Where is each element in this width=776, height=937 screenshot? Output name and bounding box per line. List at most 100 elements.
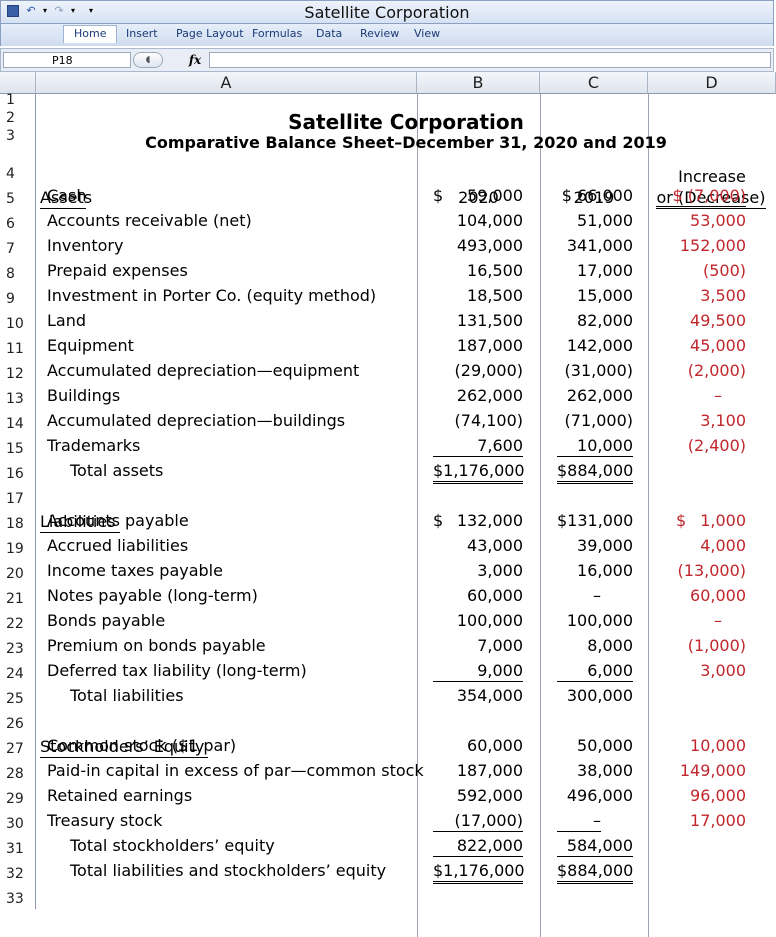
row-label: Land [47,311,87,330]
value-change: 53,000 [690,211,746,230]
value-2019: (71,000) [564,411,633,430]
row-label: Deferred tax liability (long-term) [47,661,307,680]
value-2019: 10,000 [557,436,633,457]
row-number: 30 [6,816,24,832]
row-label: Accounts payable [47,511,189,530]
row-header[interactable]: 30 [0,809,36,834]
row-number: 7 [6,241,15,257]
window-title: Satellite Corporation [304,3,470,22]
row-header[interactable]: 29 [0,784,36,809]
tab-review[interactable]: Review [360,27,400,40]
row-header[interactable]: 1 [0,92,36,110]
row-header[interactable]: 32 [0,859,36,884]
value-2019: 16,000 [577,561,633,580]
value-2020: 43,000 [467,536,523,555]
value-2020: 131,500 [456,311,523,330]
row-header[interactable]: 12 [0,359,36,384]
row-header[interactable]: 25 [0,684,36,709]
formula-input[interactable] [209,52,771,68]
row-header[interactable]: 22 [0,609,36,634]
customize-toolbar-icon[interactable]: ▾ [88,6,93,15]
insert-function-icon[interactable]: fx [188,53,202,67]
row-number: 21 [6,591,24,607]
value-2019: 142,000 [566,336,633,355]
liabilities-header: Liabilities [40,512,120,533]
row-header[interactable]: 26 [0,709,36,734]
row-header[interactable]: 11 [0,334,36,359]
row-number: 2 [6,110,15,126]
column-header-b[interactable]: B [417,72,540,94]
row-label: Bonds payable [47,611,166,630]
row-number: 18 [6,516,24,532]
row-header[interactable]: 7 [0,234,36,259]
value-2020: $1,176,000 [433,861,525,884]
row-label: Notes payable (long-term) [47,586,258,605]
value-change: 3,100 [700,411,746,430]
value-2019: (31,000) [564,361,633,380]
row-label: Cash [47,186,87,205]
tab-view[interactable]: View [414,27,441,40]
tab-insert[interactable]: Insert [126,27,158,40]
row-label: Accumulated depreciation—equipment [47,361,360,380]
row-header[interactable]: 2 [0,110,36,128]
value-change: 149,000 [679,761,746,780]
row-header[interactable]: 21 [0,584,36,609]
row-header[interactable]: 18 [0,509,36,534]
redo-icon[interactable]: ↷ [54,4,64,17]
undo-dropdown-icon[interactable]: ▾ [42,6,47,15]
row-label: Buildings [47,386,121,405]
formula-bar: P18 ◖ fx [0,48,774,72]
row-header[interactable]: 17 [0,484,36,509]
column-header-d[interactable]: D [648,72,776,94]
column-header-a[interactable]: A [36,72,417,94]
row-header[interactable]: 15 [0,434,36,459]
value-change: 96,000 [690,786,746,805]
row-header[interactable]: 8 [0,259,36,284]
column-header-c[interactable]: C [540,72,648,94]
row-number: 24 [6,666,24,682]
row-label: Accumulated depreciation—buildings [47,411,346,430]
tab-formulas[interactable]: Formulas [252,27,303,40]
row-header[interactable]: 16 [0,459,36,484]
row-number: 1 [6,92,15,108]
name-box-dropdown-icon[interactable]: ◖ [133,52,163,68]
row-header[interactable]: 19 [0,534,36,559]
value-2020: (17,000) [433,811,523,832]
redo-dropdown-icon[interactable]: ▾ [70,6,75,15]
value-2020: 3,000 [477,561,523,580]
value-2019: – [593,586,601,605]
row-header[interactable]: 14 [0,409,36,434]
tab-home[interactable]: Home [63,25,118,43]
row-header[interactable]: 13 [0,384,36,409]
tab-data[interactable]: Data [316,27,343,40]
value-change: 3,500 [700,286,746,305]
row-header[interactable]: 10 [0,309,36,334]
row-header[interactable]: 33 [0,884,36,909]
row-number: 32 [6,866,24,882]
value-change: (1,000) [687,636,746,655]
row-number: 6 [6,216,15,232]
row-header[interactable]: 3 [0,128,36,146]
row-header[interactable]: 31 [0,834,36,859]
row-header[interactable]: 4 [0,146,36,184]
value-2019: – [557,811,601,832]
row-header[interactable]: 5 [0,184,36,209]
tab-page-layout[interactable]: Page Layout [176,27,244,40]
statement-subtitle: Comparative Balance Sheet–December 31, 2… [145,133,667,152]
row-header[interactable]: 27 [0,734,36,759]
select-all-corner[interactable] [0,72,36,94]
value-2020: 100,000 [456,611,523,630]
value-2019: $131,000 [557,511,634,530]
row-header[interactable]: 23 [0,634,36,659]
undo-icon[interactable]: ↶ [26,4,36,17]
row-number: 11 [6,341,24,357]
row-header[interactable]: 9 [0,284,36,309]
name-box[interactable]: P18 [3,52,131,68]
row-header[interactable]: 24 [0,659,36,684]
row-header[interactable]: 20 [0,559,36,584]
save-icon[interactable] [7,5,19,17]
row-header[interactable]: 28 [0,759,36,784]
dollar-sign-change: $ [676,511,687,530]
value-2020: 16,500 [467,261,523,280]
row-header[interactable]: 6 [0,209,36,234]
